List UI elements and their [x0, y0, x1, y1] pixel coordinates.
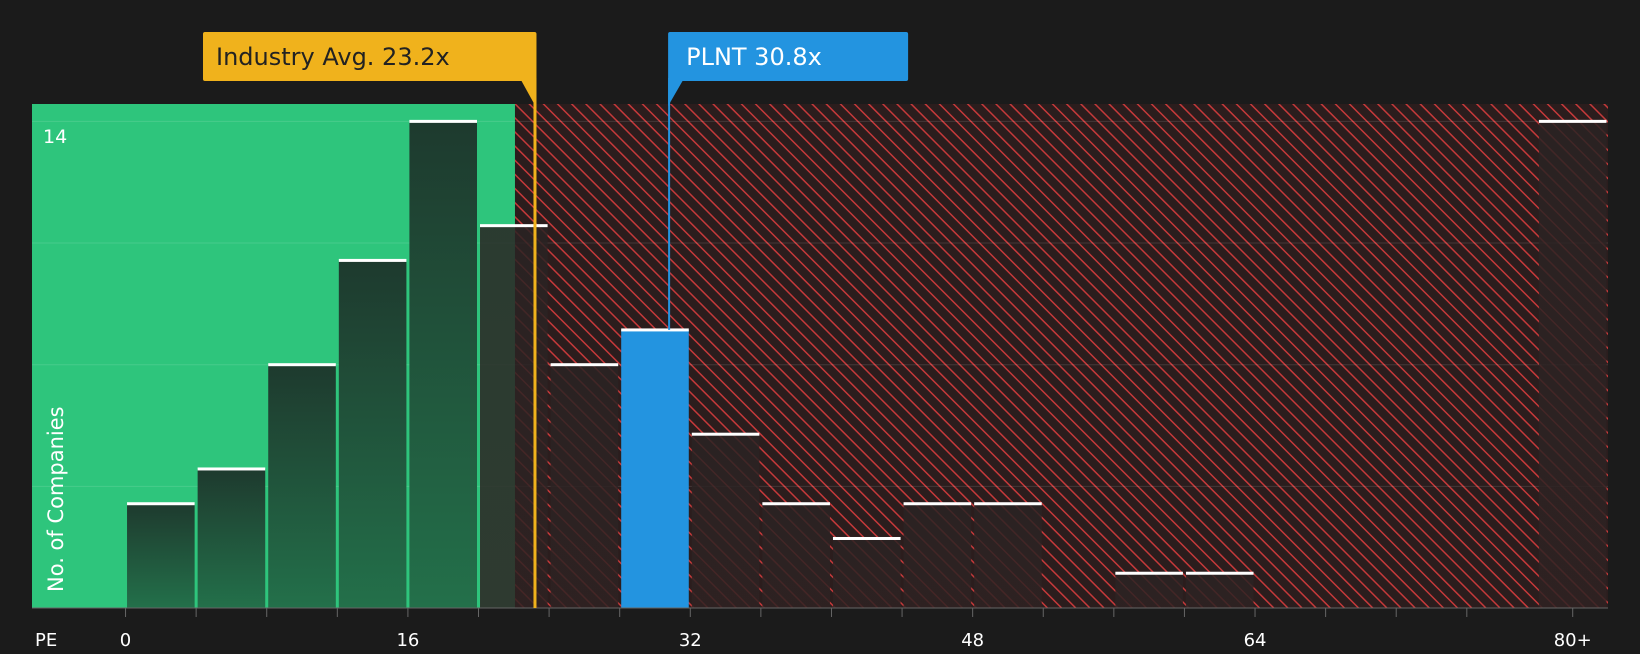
bar-cap-4 — [409, 119, 478, 123]
bar-11 — [903, 503, 972, 608]
y-axis-label: No. of Companies — [44, 406, 68, 592]
bar-cap-3 — [338, 258, 407, 262]
bar-cap-14 — [1115, 571, 1183, 575]
bar-cap-12 — [974, 502, 1042, 506]
bar-cap-0 — [127, 502, 195, 506]
bar-1 — [197, 468, 266, 608]
bar-cap-7 — [621, 328, 689, 332]
bar-14 — [1115, 573, 1183, 608]
bar-10 — [832, 538, 901, 608]
bar-cap-15 — [1185, 571, 1254, 575]
bar-cap-11 — [903, 502, 972, 506]
bar-3 — [338, 260, 407, 608]
bar-cap-1 — [197, 467, 266, 471]
company-label: PLNT 30.8x — [686, 43, 822, 71]
bar-0 — [127, 503, 195, 608]
bar-15 — [1185, 573, 1254, 608]
x-tick-label-16: 16 — [396, 630, 419, 650]
bar-12 — [974, 503, 1042, 608]
bar-cap-10 — [832, 536, 901, 540]
y-tick-label-14: 14 — [43, 126, 67, 148]
x-tick-label-0: 0 — [120, 630, 131, 650]
industry-avg-callout — [203, 32, 537, 81]
x-tick-label-64: 64 — [1244, 630, 1267, 650]
x-axis-label: PE — [35, 630, 57, 650]
bar-4 — [409, 121, 478, 609]
bar-cap-6 — [550, 363, 619, 367]
bar-5 — [480, 225, 548, 609]
bar-2 — [268, 364, 336, 608]
bar-cap-8 — [691, 432, 760, 436]
x-tick-label-48: 48 — [961, 630, 984, 650]
bar-9 — [762, 503, 830, 608]
bar-cap-20 — [1538, 119, 1607, 123]
bar-cap-9 — [762, 502, 830, 506]
bar-8 — [691, 434, 760, 608]
bar-20 — [1538, 121, 1607, 609]
x-tick-label-80+: 80+ — [1554, 630, 1592, 650]
bar-cap-5 — [480, 224, 548, 228]
industry-avg-label: Industry Avg. 23.2x — [216, 43, 450, 71]
company-pointer — [668, 80, 684, 106]
bar-7 — [621, 329, 689, 608]
industry-avg-pointer — [520, 80, 537, 108]
company-callout — [668, 32, 909, 81]
bar-cap-2 — [268, 363, 336, 367]
x-axis-ticks: 0 16 32 48 64 80+ — [120, 608, 1592, 651]
x-tick-label-32: 32 — [679, 630, 702, 650]
bar-6 — [550, 364, 619, 608]
